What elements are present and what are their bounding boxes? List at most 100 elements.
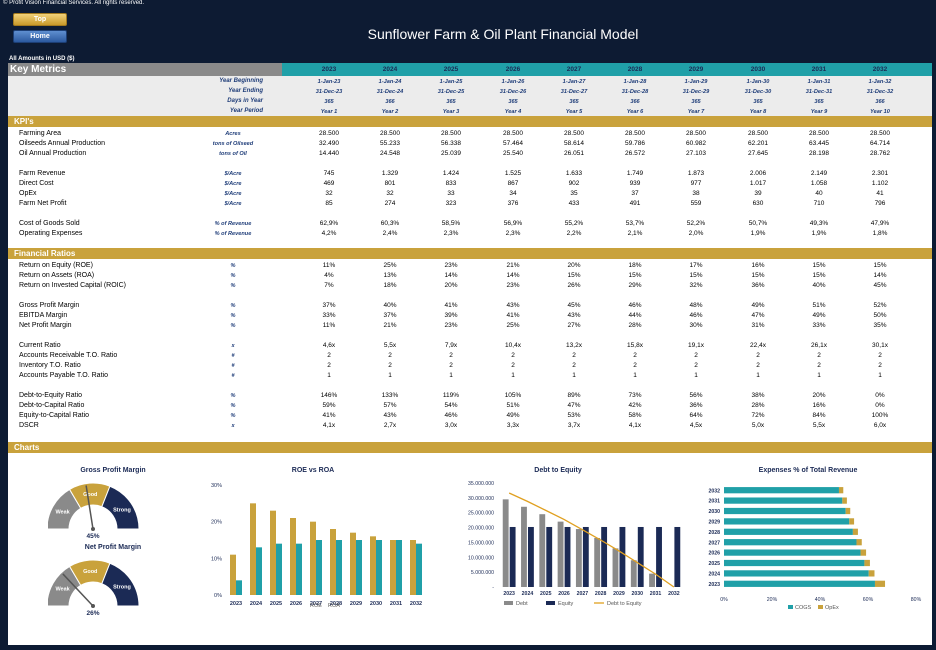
row-value: 2,2% (566, 230, 582, 237)
row-label: Accounts Payable T.O. Ratio (19, 372, 108, 379)
row-value: 27% (567, 322, 581, 329)
period-value: 365 (324, 99, 334, 105)
row-value: 28.500 (441, 130, 461, 137)
row-value: 20% (444, 282, 458, 289)
row-value: 28% (751, 402, 765, 409)
row-value: 18% (383, 282, 397, 289)
y-tick-label: 25.000.000 (468, 511, 494, 517)
equity-bar (564, 526, 571, 587)
row-value: 20% (567, 262, 581, 269)
opex-bar (868, 570, 875, 577)
gauge-band-label: Weak (55, 587, 70, 593)
row-value: 6,0x (873, 422, 887, 429)
roa-bar (316, 540, 322, 595)
row-value: 27.645 (748, 150, 768, 157)
row-value: 1,9% (750, 230, 766, 237)
row-label: Oilseeds Annual Production (19, 140, 105, 147)
year-header: 2027 (566, 66, 582, 73)
row-value: 26.572 (625, 150, 645, 157)
row-value: 2 (511, 362, 515, 369)
y-tick-label: 15.000.000 (468, 540, 494, 546)
row-value: 60,3% (380, 220, 400, 227)
period-label: Year Ending (228, 88, 263, 94)
row-value: 833 (445, 180, 457, 187)
roa-bar (376, 540, 382, 595)
row-value: 15% (567, 272, 581, 279)
row-value: 38% (751, 392, 765, 399)
gauge-hub (91, 527, 95, 531)
row-value: 14.440 (319, 150, 339, 157)
roa-bar (236, 580, 242, 595)
legend-opex-swatch (818, 605, 823, 609)
row-value: 59.786 (625, 140, 645, 147)
legend-cogs-label: COGS (795, 605, 812, 611)
row-value: 51% (506, 402, 520, 409)
gauge-net-title: Net Profit Margin (84, 544, 142, 551)
roa-bar (416, 543, 422, 595)
y-tick-label: 2028 (708, 530, 720, 536)
row-label: Operating Expenses (19, 230, 83, 237)
x-tick-label: 2028 (595, 591, 607, 597)
row-value: 36% (751, 282, 765, 289)
cogs-bar (724, 487, 839, 494)
gauge-band-label: Strong (113, 507, 131, 513)
opex-bar (874, 580, 886, 587)
row-value: 38 (692, 190, 700, 197)
gauge-needle (62, 573, 94, 607)
row-value: 1 (694, 372, 698, 379)
row-value: 376 (507, 200, 519, 207)
x-tick-label: 2031 (390, 601, 402, 607)
cogs-bar (724, 580, 875, 587)
roa-bar (396, 540, 402, 595)
row-value: 13,2x (566, 342, 582, 349)
period-value: 1-Jan-25 (439, 79, 463, 85)
row-value: 1 (388, 372, 392, 379)
row-value: 28.500 (503, 130, 523, 137)
x-tick-label: 2030 (370, 601, 382, 607)
row-value: 49% (506, 412, 520, 419)
home-button[interactable]: Home (13, 30, 67, 43)
row-value: 37% (322, 302, 336, 309)
row-value: 63.445 (809, 140, 829, 147)
legend-cogs-swatch (788, 605, 793, 609)
row-value: 745 (323, 170, 335, 177)
roe-bar (390, 540, 396, 595)
legend-roe-label: ROE (310, 603, 322, 609)
row-value: 2.149 (810, 170, 828, 177)
row-value: 17% (689, 262, 703, 269)
top-button[interactable]: Top (13, 13, 67, 26)
row-value: 1 (633, 372, 637, 379)
gauge-band (101, 562, 140, 607)
row-unit: % (230, 313, 236, 319)
expenses-chart: 2032 2031 2030 2029 2028 2027 2026 2025 2024 2023… (708, 487, 922, 611)
x-tick-label: 2032 (410, 601, 422, 607)
row-value: 27.103 (686, 150, 706, 157)
year-header: 2024 (382, 66, 398, 73)
period-label: Days in Year (227, 98, 263, 104)
period-value: 365 (569, 99, 579, 105)
cogs-bar (724, 559, 865, 567)
row-label: Gross Profit Margin (19, 302, 80, 309)
row-value: 55,2% (564, 220, 584, 227)
charts-area: Gross Profit Margin Weak Good Strong 45% Ne… (8, 455, 932, 645)
row-value: 56.338 (441, 140, 461, 147)
row-label: Debt-to-Capital Ratio (19, 402, 85, 409)
legend-opex-label: OpEx (825, 605, 839, 611)
row-unit: $/Acre (224, 201, 242, 207)
row-value: 2 (327, 352, 331, 359)
row-value: 10,4x (505, 342, 521, 349)
row-value: 491 (629, 200, 641, 207)
period-value: Year 4 (504, 109, 522, 115)
row-value: 52% (873, 302, 887, 309)
row-value: 4,2% (321, 230, 337, 237)
row-value: 19,1x (688, 342, 704, 349)
row-value: 40% (383, 302, 397, 309)
row-value: 33 (447, 190, 455, 197)
row-value: 28.500 (564, 130, 584, 137)
row-value: 0% (875, 392, 885, 399)
roa-bar (336, 540, 342, 595)
row-value: 15% (812, 262, 826, 269)
row-label: Net Profit Margin (19, 322, 72, 329)
period-value: 1-Jan-32 (868, 79, 892, 85)
equity-bar (656, 526, 662, 587)
